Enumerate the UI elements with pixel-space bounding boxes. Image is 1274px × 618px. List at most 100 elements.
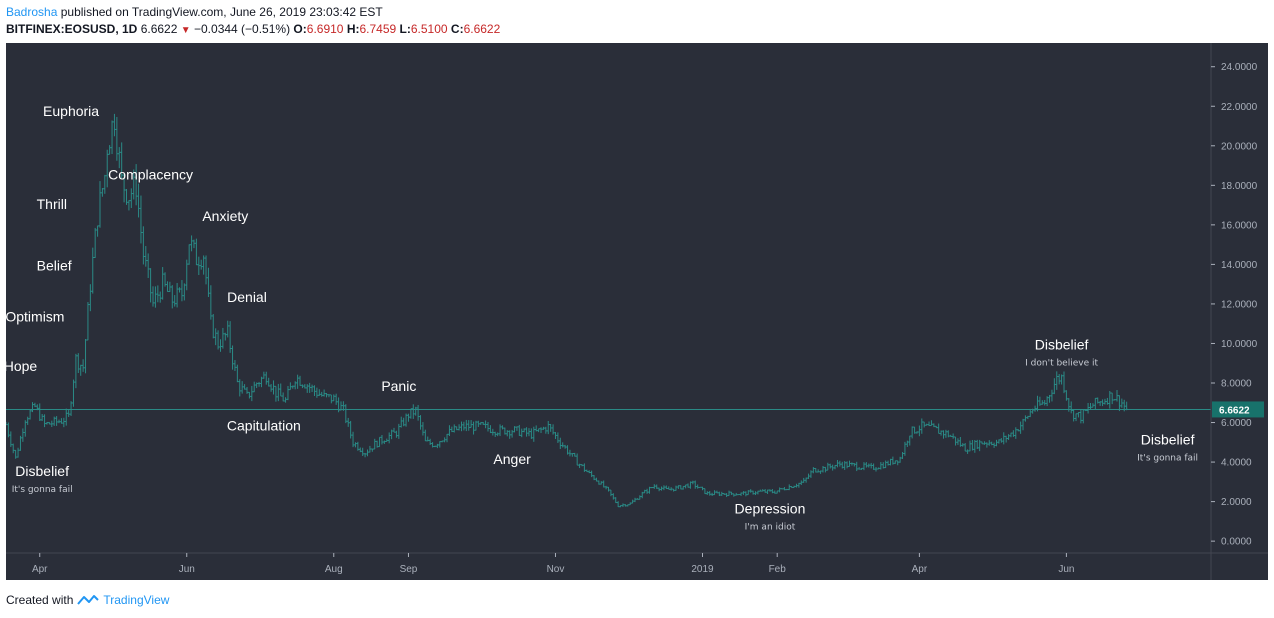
price-bar [286, 385, 290, 401]
price-bar [195, 238, 198, 266]
price-bar [636, 498, 639, 500]
price-bar [117, 147, 121, 169]
price-bar [903, 441, 907, 456]
y-tick-label: 6.0000 [1221, 418, 1252, 429]
price-bar [252, 381, 256, 393]
price-bar [508, 430, 511, 439]
price-bar [96, 225, 99, 237]
price-bar [546, 420, 550, 435]
price-bar [809, 470, 813, 478]
price-bar [228, 321, 232, 353]
price-bar [1062, 371, 1066, 394]
ohlc-line: BITFINEX:EOSUSD, 1D 6.6622 ▼ −0.0344 (−0… [6, 21, 500, 39]
price-bar [491, 428, 495, 436]
x-tick-label: Nov [547, 564, 565, 575]
price-bar [1036, 395, 1039, 412]
price-bar [951, 433, 955, 439]
price-bar [1086, 402, 1090, 414]
price-bar [980, 441, 984, 445]
author-link[interactable]: Badrosha [6, 5, 58, 19]
price-bar [224, 332, 227, 341]
price-bar [790, 486, 793, 489]
price-bar [349, 420, 352, 439]
price-bar [190, 235, 193, 252]
price-bar [146, 253, 150, 278]
price-bar [344, 404, 348, 424]
price-bar [537, 428, 540, 433]
price-bar [836, 459, 839, 468]
phase-label: Disbelief [15, 463, 69, 479]
price-bar [1110, 392, 1114, 405]
price-bar [785, 488, 789, 491]
price-bar [1050, 389, 1054, 402]
price-bar [718, 491, 721, 497]
price-bar [843, 461, 846, 470]
price-bar [706, 491, 709, 495]
price-bar [691, 480, 695, 485]
price-bar [968, 440, 972, 452]
price-bar [595, 477, 598, 482]
price-bar [544, 426, 548, 434]
price-bar [881, 462, 885, 469]
price-bar [674, 485, 678, 491]
price-bar [766, 489, 769, 495]
price-bar [978, 439, 981, 452]
price-bar [551, 424, 555, 435]
price-bar [652, 484, 656, 489]
y-tick-label: 16.0000 [1221, 220, 1258, 231]
price-bar [1055, 371, 1059, 390]
price-bar [585, 469, 589, 473]
price-bar [1028, 408, 1032, 418]
price-axis[interactable]: 24.0000 22.0000 20.0000 18.0000 16.0000 14.00… [1211, 62, 1258, 548]
price-bar [693, 480, 697, 489]
price-bar [877, 467, 880, 470]
price-bar [727, 490, 731, 497]
price-chart[interactable]: 24.0000 22.0000 20.0000 18.0000 16.0000 14.00… [6, 43, 1268, 580]
price-bar [204, 255, 208, 285]
price-bar [987, 440, 991, 446]
phase-label: Hope [6, 358, 37, 374]
phase-label: Disbelief [1035, 336, 1089, 352]
price-bar [448, 425, 451, 437]
price-bar [1041, 400, 1044, 405]
price-bar [1072, 409, 1075, 422]
tradingview-logo-icon [77, 595, 100, 605]
price-bar [149, 268, 152, 303]
plot-area[interactable] [6, 113, 1211, 508]
price-bar [31, 402, 34, 413]
time-axis[interactable]: Apr Jun Aug Sep Nov 2019 Feb Apr Jun [32, 553, 1075, 575]
price-bar [621, 503, 625, 507]
price-bar [860, 467, 863, 470]
price-bar [918, 425, 921, 437]
price-badge-label: 6.6622 [1219, 405, 1250, 416]
price-bar [884, 460, 887, 469]
price-bar [908, 435, 912, 446]
price-bar [645, 488, 649, 494]
price-bar [50, 420, 54, 428]
price-bar [414, 406, 417, 416]
price-bar [1101, 399, 1104, 407]
tradingview-link[interactable]: TradingView [103, 593, 170, 607]
price-bar [1021, 418, 1025, 431]
price-bar [291, 385, 295, 389]
price-bar [202, 255, 205, 275]
price-bar [363, 452, 367, 458]
price-badge [1212, 401, 1264, 418]
price-bar [744, 491, 748, 497]
price-bar [604, 485, 608, 490]
price-bar [874, 466, 878, 472]
price-bar [113, 113, 116, 137]
price-bar [966, 449, 969, 454]
price-bar [101, 188, 104, 197]
price-bar [643, 489, 646, 494]
price-bar [1103, 398, 1107, 405]
price-bar [380, 434, 384, 445]
price-bar [125, 189, 128, 205]
price-bar [973, 440, 977, 453]
price-bar [462, 421, 466, 431]
price-bar [689, 481, 692, 489]
phase-label: Denial [227, 289, 267, 305]
price-bar [183, 283, 186, 301]
price-bar [498, 424, 502, 437]
price-bar [158, 291, 162, 303]
